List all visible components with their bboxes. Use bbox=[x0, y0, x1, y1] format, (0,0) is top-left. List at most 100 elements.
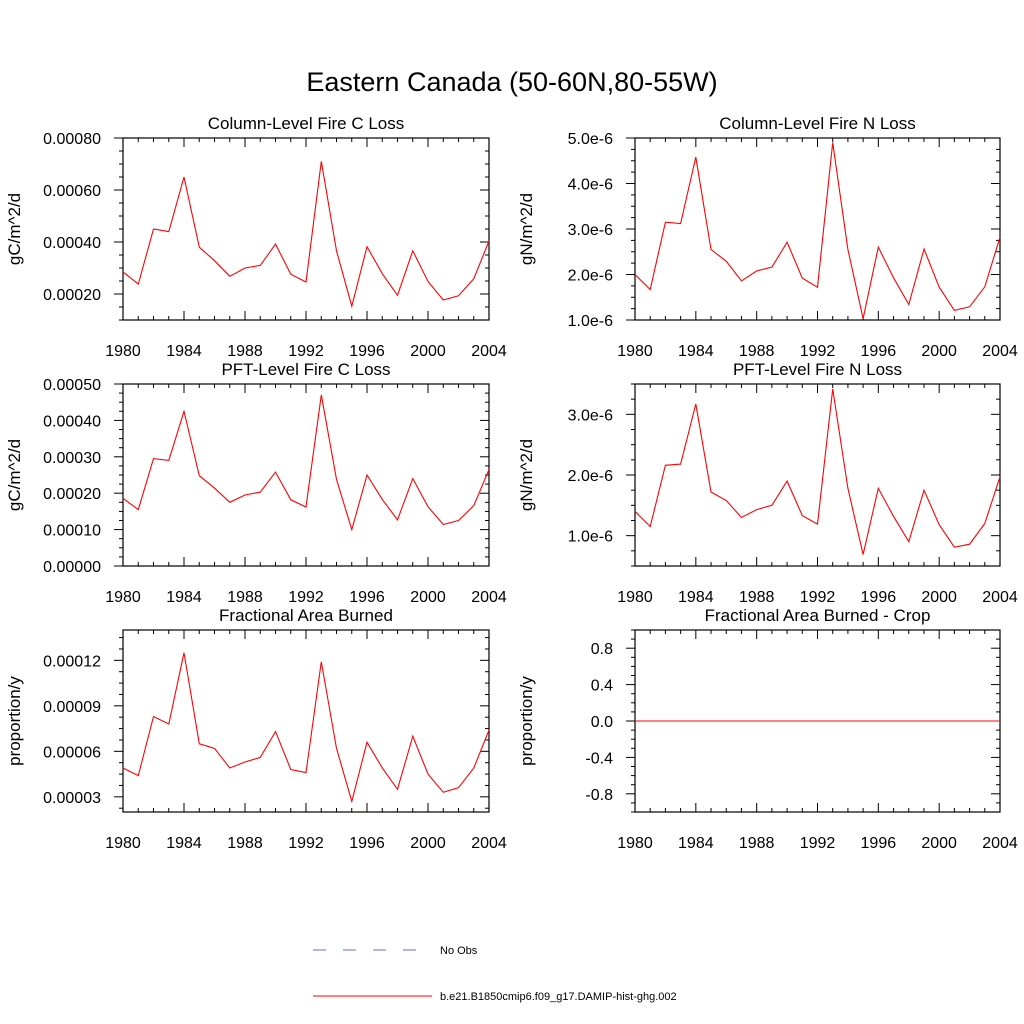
x-tick-label: 1996 bbox=[349, 589, 385, 606]
x-tick-label: 1996 bbox=[861, 343, 897, 360]
x-tick-label: 1992 bbox=[288, 589, 324, 606]
y-tick-label: 0.00020 bbox=[43, 486, 101, 503]
y-tick-label: 0.4 bbox=[591, 678, 613, 695]
x-tick-label: 1984 bbox=[678, 835, 714, 852]
x-tick-label: 2000 bbox=[921, 589, 957, 606]
x-tick-label: 2004 bbox=[471, 589, 507, 606]
x-tick-label: 1980 bbox=[105, 589, 141, 606]
y-axis-label: proportion/y bbox=[517, 676, 536, 766]
plot-frame bbox=[122, 629, 490, 813]
y-tick-label: 0.00030 bbox=[43, 450, 101, 467]
y-axis-label: gN/m^2/d bbox=[517, 439, 536, 511]
panel-title: Column-Level Fire C Loss bbox=[208, 114, 405, 133]
y-tick-label: 3.0e-6 bbox=[568, 407, 613, 424]
x-tick-label: 1984 bbox=[678, 343, 714, 360]
panel-title: PFT-Level Fire N Loss bbox=[733, 360, 902, 379]
x-tick-label: 1992 bbox=[800, 589, 836, 606]
series-line bbox=[122, 161, 490, 309]
x-tick-label: 1980 bbox=[105, 343, 141, 360]
panel-6: Fractional Area Burned - Crop proportion/… bbox=[517, 606, 1018, 852]
y-tick-label: 0.00040 bbox=[43, 235, 101, 252]
legend-label: b.e21.B1850cmip6.f09_g17.DAMIP-hist-ghg.… bbox=[440, 991, 677, 1003]
y-axis-label: gN/m^2/d bbox=[517, 193, 536, 265]
x-tick-label: 1996 bbox=[861, 589, 897, 606]
plot-frame bbox=[634, 137, 1001, 321]
y-tick-label: 5.0e-6 bbox=[568, 131, 613, 148]
x-tick-label: 1984 bbox=[678, 589, 714, 606]
y-axis-label: gC/m^2/d bbox=[5, 193, 24, 265]
y-axis-label: proportion/y bbox=[5, 676, 24, 766]
panel-title: Fractional Area Burned bbox=[219, 606, 393, 625]
y-tick-label: 0.00020 bbox=[43, 287, 101, 304]
panel-2: Column-Level Fire N Loss gN/m^2/d 1980 1984… bbox=[517, 114, 1018, 360]
panel-title: Fractional Area Burned - Crop bbox=[705, 606, 931, 625]
panel-title: Column-Level Fire N Loss bbox=[719, 114, 916, 133]
x-tick-label: 1992 bbox=[288, 835, 324, 852]
x-tick-label: 2000 bbox=[921, 835, 957, 852]
series-line bbox=[634, 388, 1001, 555]
y-tick-label: 0.00060 bbox=[43, 183, 101, 200]
series-line bbox=[122, 652, 490, 804]
y-tick-label: 0.00080 bbox=[43, 131, 101, 148]
y-axis-label: gC/m^2/d bbox=[5, 439, 24, 511]
x-tick-label: 1988 bbox=[227, 835, 263, 852]
x-tick-label: 1992 bbox=[288, 343, 324, 360]
plot-frame bbox=[122, 383, 490, 567]
x-tick-label: 2000 bbox=[410, 835, 446, 852]
y-tick-label: 1.0e-6 bbox=[568, 529, 613, 546]
plot-frame bbox=[634, 383, 1001, 567]
x-tick-label: 1984 bbox=[166, 589, 202, 606]
y-tick-label: 3.0e-6 bbox=[568, 222, 613, 239]
panel-4: PFT-Level Fire N Loss gN/m^2/d 1980 1984 198… bbox=[517, 360, 1018, 606]
y-tick-label: 0.00000 bbox=[43, 559, 101, 576]
y-tick-label: 0.00050 bbox=[43, 377, 101, 394]
x-tick-label: 1992 bbox=[800, 835, 836, 852]
x-tick-label: 2004 bbox=[982, 343, 1018, 360]
y-tick-label: -0.4 bbox=[585, 750, 613, 767]
y-tick-label: 1.0e-6 bbox=[568, 313, 613, 330]
y-tick-label: 0.00012 bbox=[43, 653, 101, 670]
y-tick-label: 0.8 bbox=[591, 641, 613, 658]
y-tick-label: 0.00010 bbox=[43, 523, 101, 540]
series-line bbox=[122, 394, 490, 532]
x-tick-label: 1988 bbox=[227, 343, 263, 360]
y-tick-label: -0.8 bbox=[585, 787, 613, 804]
y-tick-label: 0.00040 bbox=[43, 413, 101, 430]
x-tick-label: 1980 bbox=[617, 589, 653, 606]
x-tick-label: 1996 bbox=[349, 343, 385, 360]
y-tick-label: 2.0e-6 bbox=[568, 468, 613, 485]
x-tick-label: 1980 bbox=[105, 835, 141, 852]
x-tick-label: 1988 bbox=[739, 343, 775, 360]
panels-group: Column-Level Fire C Loss gC/m^2/d 1980 1984… bbox=[5, 114, 1018, 852]
y-tick-label: 0.0 bbox=[591, 714, 613, 731]
y-tick-label: 4.0e-6 bbox=[568, 177, 613, 194]
plot-frame bbox=[122, 137, 490, 321]
panel-1: Column-Level Fire C Loss gC/m^2/d 1980 1984… bbox=[5, 114, 507, 360]
x-tick-label: 1980 bbox=[617, 343, 653, 360]
x-tick-label: 2004 bbox=[982, 835, 1018, 852]
x-tick-label: 1988 bbox=[739, 589, 775, 606]
x-tick-label: 1988 bbox=[739, 835, 775, 852]
y-tick-label: 0.00009 bbox=[43, 699, 101, 716]
panel-3: PFT-Level Fire C Loss gC/m^2/d 1980 1984 198… bbox=[5, 360, 507, 606]
legend-label: No Obs bbox=[440, 945, 478, 957]
y-tick-label: 2.0e-6 bbox=[568, 268, 613, 285]
series-line bbox=[634, 142, 1001, 319]
x-tick-label: 2000 bbox=[410, 343, 446, 360]
panel-title: PFT-Level Fire C Loss bbox=[221, 360, 390, 379]
figure-title: Eastern Canada (50-60N,80-55W) bbox=[306, 67, 717, 97]
x-tick-label: 1992 bbox=[800, 343, 836, 360]
x-tick-label: 1996 bbox=[349, 835, 385, 852]
x-tick-label: 2000 bbox=[410, 589, 446, 606]
x-tick-label: 1984 bbox=[166, 835, 202, 852]
x-tick-label: 2004 bbox=[982, 589, 1018, 606]
y-tick-label: 0.00003 bbox=[43, 790, 101, 807]
x-tick-label: 2004 bbox=[471, 343, 507, 360]
x-tick-label: 2000 bbox=[921, 343, 957, 360]
x-tick-label: 1996 bbox=[861, 835, 897, 852]
x-tick-label: 1984 bbox=[166, 343, 202, 360]
x-tick-label: 2004 bbox=[471, 835, 507, 852]
x-tick-label: 1988 bbox=[227, 589, 263, 606]
legend: No Obs b.e21.B1850cmip6.f09_g17.DAMIP-his… bbox=[313, 945, 677, 1003]
